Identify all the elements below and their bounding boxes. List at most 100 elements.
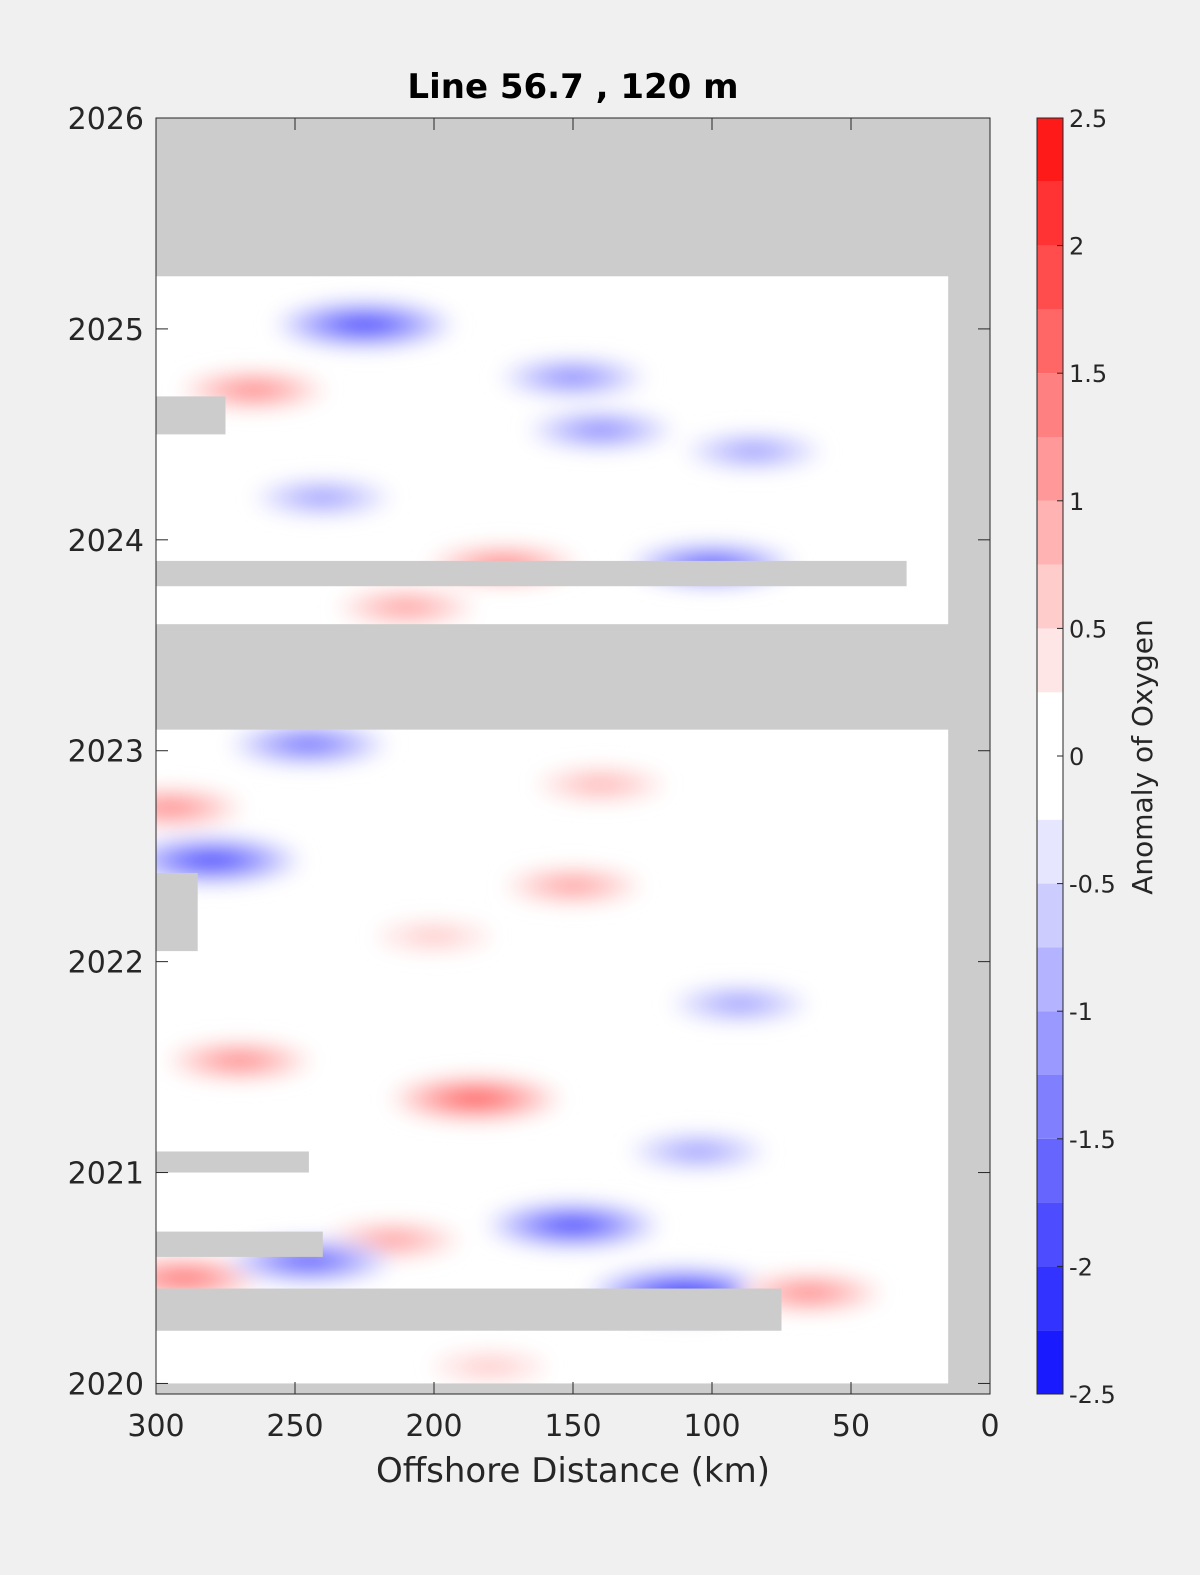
anomaly-feature — [686, 433, 821, 470]
anomaly-feature — [156, 1257, 262, 1299]
y-axis: 2020 2021 2022 2023 2024 2025 2026 — [68, 102, 990, 1402]
anomaly-contour — [156, 803, 185, 812]
anomaly-feature — [672, 985, 807, 1022]
y-tick-label: 2026 — [68, 102, 144, 137]
anomaly-contour — [463, 1095, 488, 1102]
colorbar-tick-label: 0.5 — [1069, 615, 1107, 643]
colorbar-label: Anomaly of Oxygen — [1126, 619, 1159, 895]
y-tick-label: 2022 — [68, 946, 144, 981]
missing-period — [156, 1231, 323, 1257]
y-tick-label: 2021 — [68, 1157, 144, 1192]
colorbar-tick-label: -0.5 — [1069, 871, 1116, 899]
colorbar-band — [1037, 245, 1063, 310]
colorbar-band — [1037, 181, 1063, 246]
x-tick-label: 100 — [683, 1409, 740, 1444]
x-tick-label: 150 — [544, 1409, 601, 1444]
anomaly-contour — [375, 1235, 410, 1245]
colorbar-band — [1037, 564, 1063, 629]
anomaly-contour — [306, 493, 340, 503]
missing-period — [156, 624, 990, 730]
colorbar-tick-label: -1 — [1069, 998, 1093, 1026]
x-tick-label: 250 — [266, 1409, 323, 1444]
anomaly-feature — [506, 867, 640, 904]
colorbar-tick-label: -1.5 — [1069, 1126, 1116, 1154]
colorbar-tick-label: 1 — [1069, 488, 1084, 516]
colorbar-band — [1037, 819, 1063, 884]
x-tick-label: 300 — [127, 1409, 184, 1444]
anomaly-feature — [156, 836, 301, 885]
colorbar-tick-label: 0 — [1069, 743, 1084, 771]
colorbar-band — [1037, 1266, 1063, 1331]
colorbar-band — [1037, 1330, 1063, 1394]
x-axis: 300 250 200 150 100 50 0 — [127, 118, 1000, 1444]
anomaly-contour — [556, 881, 590, 891]
missing-period — [156, 1151, 309, 1173]
colorbar-tick-label: 1.5 — [1069, 360, 1107, 388]
y-tick-label: 2020 — [68, 1367, 144, 1402]
y-tick-label: 2025 — [68, 313, 144, 348]
anomaly-feature — [529, 410, 673, 450]
missing-period — [156, 1288, 782, 1331]
missing-period — [156, 873, 198, 952]
colorbar-band — [1037, 500, 1063, 565]
chart-title: Line 56.7 , 120 m — [407, 67, 738, 107]
anomaly-contour — [406, 928, 462, 944]
anomaly-contour — [558, 373, 588, 382]
anomaly-contour — [225, 1056, 254, 1065]
anomaly-feature — [631, 1133, 766, 1170]
y-tick-label: 2024 — [68, 524, 144, 559]
colorbar-band — [1037, 692, 1063, 756]
x-tick-label: 0 — [980, 1409, 999, 1444]
colorbar: -2.5 -2 -1.5 -1 -0.5 0 0.5 1 1.5 2 2.5 — [1036, 105, 1116, 1409]
colorbar-band — [1037, 628, 1063, 693]
x-tick-label: 50 — [832, 1409, 870, 1444]
missing-period — [156, 118, 990, 277]
colorbar-tick-label: 2 — [1069, 233, 1084, 261]
x-axis-label: Offshore Distance (km) — [376, 1451, 770, 1491]
anomaly-contour — [295, 740, 322, 748]
anomaly-feature — [433, 1351, 546, 1382]
anomaly-feature — [156, 788, 242, 827]
anomaly-contour — [200, 857, 223, 864]
anomaly-feature — [378, 921, 490, 952]
anomaly-feature — [275, 300, 454, 349]
anomaly-feature — [230, 723, 387, 766]
colorbar-band — [1037, 947, 1063, 1012]
anomaly-contour — [681, 1146, 715, 1156]
colorbar-band — [1037, 1202, 1063, 1267]
missing-data-gaps — [156, 118, 990, 1394]
anomaly-contour — [795, 1288, 824, 1297]
anomaly-contour — [239, 386, 268, 394]
anomaly-contour — [579, 778, 622, 791]
anomaly-feature — [538, 767, 664, 802]
colorbar-band — [1037, 1138, 1063, 1203]
anomaly-contour — [723, 999, 757, 1009]
y-tick-label: 2023 — [68, 735, 144, 770]
colorbar-tick-label: 2.5 — [1069, 105, 1107, 133]
anomaly-feature — [486, 1201, 660, 1249]
colorbar-band — [1037, 756, 1063, 820]
colorbar-band — [1037, 373, 1063, 437]
anomaly-contour — [297, 1257, 321, 1265]
anomaly-feature — [501, 358, 645, 397]
anomaly-contour — [353, 321, 376, 328]
anomaly-contour — [586, 426, 616, 434]
colorbar-tick-label: -2.5 — [1069, 1381, 1116, 1409]
anomaly-feature — [255, 479, 390, 516]
anomaly-contour — [170, 1274, 197, 1282]
anomaly-blobs — [156, 300, 881, 1382]
data-region — [156, 276, 949, 1384]
anomaly-feature — [391, 1075, 561, 1122]
anomaly-feature — [168, 1041, 311, 1080]
colorbar-band — [1037, 1011, 1063, 1075]
colorbar-tick-label: -2 — [1069, 1253, 1093, 1281]
anomaly-contour — [736, 446, 771, 456]
colorbar-band — [1037, 118, 1063, 182]
missing-period — [156, 560, 907, 587]
anomaly-contour — [461, 1359, 518, 1375]
colorbar-band — [1037, 883, 1063, 948]
anomaly-contour — [562, 1222, 584, 1229]
missing-nearshore — [948, 118, 990, 1394]
missing-period — [156, 396, 226, 435]
